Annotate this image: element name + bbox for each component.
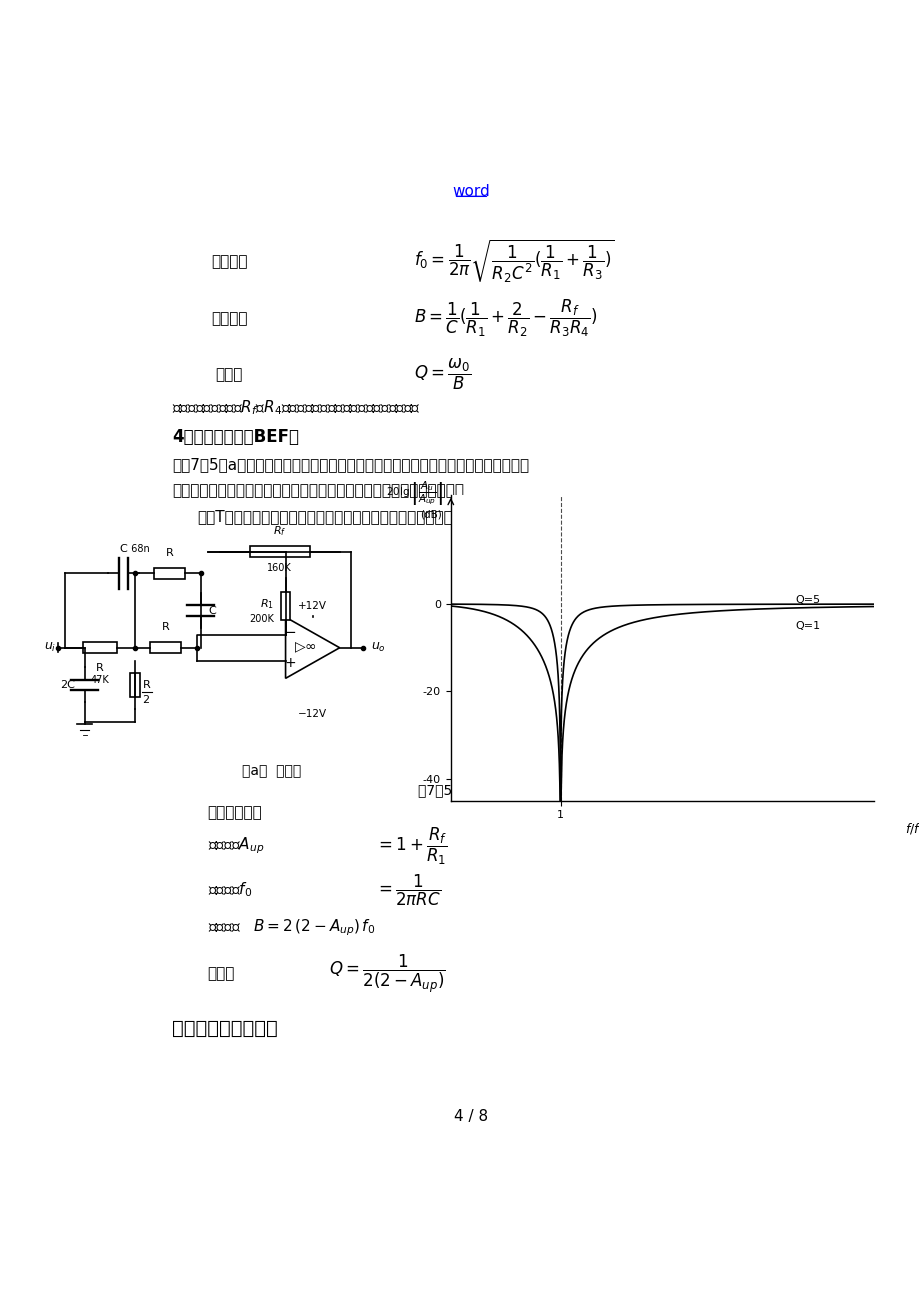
- Text: 4 / 8: 4 / 8: [454, 1109, 488, 1124]
- Text: $20\lg\left|\dfrac{A_u}{A_{up}}\right|$
(dB): $20\lg\left|\dfrac{A_u}{A_{up}}\right|$ …: [385, 479, 442, 519]
- Text: $\triangleright\infty$: $\triangleright\infty$: [293, 641, 316, 655]
- Text: Q=1: Q=1: [795, 621, 820, 631]
- Bar: [280, 592, 290, 621]
- Text: R: R: [162, 622, 169, 633]
- Text: 4、带阻滤波器（BEF）: 4、带阻滤波器（BEF）: [172, 428, 299, 447]
- Text: 图7－5   二阶带阻滤波器: 图7－5 二阶带阻滤波器: [418, 783, 524, 797]
- Text: 电路性能参数: 电路性能参数: [208, 806, 262, 820]
- Text: −: −: [284, 625, 296, 641]
- Text: C: C: [208, 605, 216, 616]
- Text: $Q = \dfrac{1}{2(2-A_{up})}$: $Q = \dfrac{1}{2(2-A_{up})}$: [329, 952, 445, 995]
- Text: 带阻宽度   $B=2\,(2-A_{up})\,f_0$: 带阻宽度 $B=2\,(2-A_{up})\,f_0$: [208, 918, 375, 939]
- Text: 通过（或受到很大衰减或抑制），而在其余频率围，信号则能顺利通过。: 通过（或受到很大衰减或抑制），而在其余频率围，信号则能顺利通过。: [172, 483, 463, 499]
- Text: 2: 2: [142, 695, 150, 706]
- Text: 2C: 2C: [60, 680, 75, 690]
- Text: R: R: [96, 663, 104, 673]
- Bar: [130, 673, 140, 697]
- Text: 选择性: 选择性: [208, 966, 235, 980]
- Text: $R_f$: $R_f$: [273, 525, 286, 539]
- Text: 中心频率$f_0$: 中心频率$f_0$: [208, 880, 252, 900]
- Text: +: +: [284, 656, 296, 671]
- Text: +12V: +12V: [298, 600, 327, 611]
- Text: 中心频率: 中心频率: [210, 254, 247, 270]
- Text: R: R: [142, 680, 150, 690]
- Bar: [250, 546, 310, 557]
- Text: 47K: 47K: [91, 674, 109, 685]
- Text: word: word: [452, 184, 490, 199]
- Text: $f/f_0$: $f/f_0$: [903, 822, 919, 838]
- Text: 在双T网络后加一级同相比例运算电路就构成了基本的二阶有源BEF。: 在双T网络后加一级同相比例运算电路就构成了基本的二阶有源BEF。: [197, 509, 490, 525]
- Text: 此电路的优点是改变$R_f$和$R_4$的比例就可改变频宽而不影响中心频率。: 此电路的优点是改变$R_f$和$R_4$的比例就可改变频宽而不影响中心频率。: [172, 398, 420, 417]
- Text: 通带宽度: 通带宽度: [210, 311, 247, 327]
- Text: Q=5: Q=5: [795, 595, 820, 604]
- Text: $u_i$: $u_i$: [44, 641, 56, 655]
- Text: $= 1+\dfrac{R_f}{R_1}$: $= 1+\dfrac{R_f}{R_1}$: [375, 825, 448, 867]
- Text: 200K: 200K: [249, 615, 274, 625]
- Text: −12V: −12V: [298, 708, 327, 719]
- Text: $u_o$: $u_o$: [370, 641, 385, 655]
- Text: （b）  频率特性: （b） 频率特性: [580, 764, 647, 777]
- Text: $= \dfrac{1}{2\pi RC}$: $= \dfrac{1}{2\pi RC}$: [375, 872, 441, 907]
- Text: $R_1$: $R_1$: [260, 598, 274, 611]
- Text: $B = \dfrac{1}{C}(\dfrac{1}{R_1}+\dfrac{2}{R_2}-\dfrac{R_f}{R_3R_4})$: $B = \dfrac{1}{C}(\dfrac{1}{R_1}+\dfrac{…: [414, 298, 597, 340]
- Text: 选择性: 选择性: [215, 367, 243, 383]
- Text: 68n: 68n: [125, 544, 150, 553]
- Bar: [150, 642, 181, 654]
- Text: R: R: [165, 548, 174, 559]
- Bar: [154, 568, 185, 579]
- Text: $Q = \dfrac{\omega_0}{B}$: $Q = \dfrac{\omega_0}{B}$: [414, 357, 471, 392]
- Text: $f_0 = \dfrac{1}{2\pi}\sqrt{\dfrac{1}{R_2C^2}(\dfrac{1}{R_1}+\dfrac{1}{R_3})}$: $f_0 = \dfrac{1}{2\pi}\sqrt{\dfrac{1}{R_…: [414, 238, 615, 285]
- Text: C: C: [119, 544, 127, 553]
- Text: 三、实验设备与器件: 三、实验设备与器件: [172, 1019, 278, 1038]
- Text: 通带增益$A_{up}$: 通带增益$A_{up}$: [208, 836, 264, 857]
- Text: （a）  电路图: （a） 电路图: [242, 764, 301, 777]
- Text: 160K: 160K: [267, 562, 292, 573]
- Bar: [83, 642, 118, 654]
- Text: 如图7－5（a）所示，这种电路的性能和带通滤波器相反，即在规定的频带，信号不能: 如图7－5（a）所示，这种电路的性能和带通滤波器相反，即在规定的频带，信号不能: [172, 457, 528, 473]
